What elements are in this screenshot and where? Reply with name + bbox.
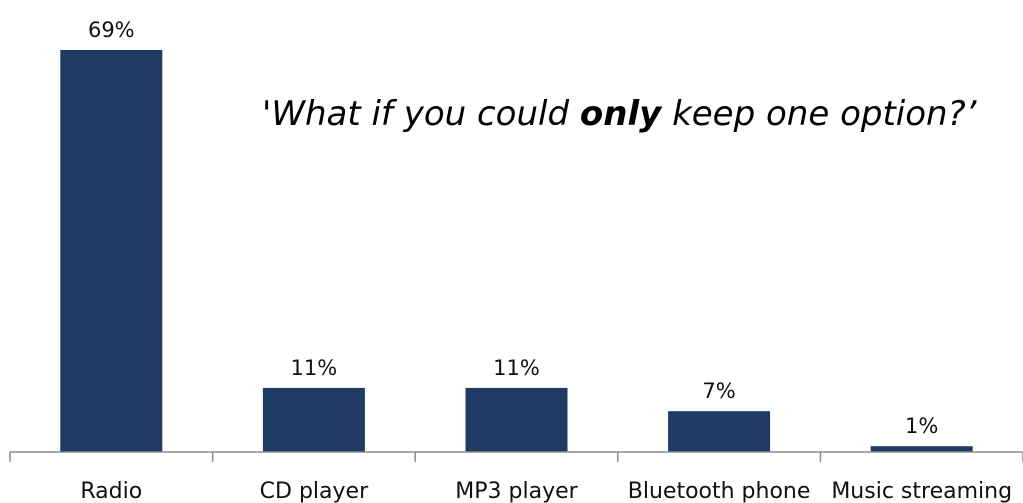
category-label: Bluetooth phone: [628, 479, 811, 503]
annotation-prefix: 'What if you could: [262, 94, 580, 134]
annotation-emphasis: only: [580, 94, 663, 134]
category-labels-group: Radio CD player MP3 player Bluetooth phone M…: [80, 479, 1012, 503]
category-label: Music streaming: [831, 479, 1012, 503]
value-label: 69%: [88, 18, 135, 42]
bar-radio: [60, 50, 163, 452]
bar-mp3-player: [465, 387, 568, 452]
value-label: 11%: [291, 356, 338, 380]
value-labels-group: 69% 11% 11% 7% 1%: [88, 18, 938, 438]
bar-bluetooth-phone: [668, 411, 771, 452]
bar-cd-player: [262, 387, 365, 452]
value-label: 7%: [702, 379, 735, 403]
chart-annotation: 'What if you could only keep one option?…: [262, 94, 978, 134]
category-label: MP3 player: [455, 479, 578, 503]
category-label: Radio: [80, 479, 142, 503]
category-label: CD player: [260, 479, 369, 503]
x-axis: [9, 451, 1023, 462]
bars-group: [60, 50, 973, 452]
value-label: 11%: [493, 356, 540, 380]
bar-music-streaming: [870, 446, 973, 452]
annotation-suffix: keep one option?’: [661, 94, 977, 134]
value-label: 1%: [905, 414, 938, 438]
